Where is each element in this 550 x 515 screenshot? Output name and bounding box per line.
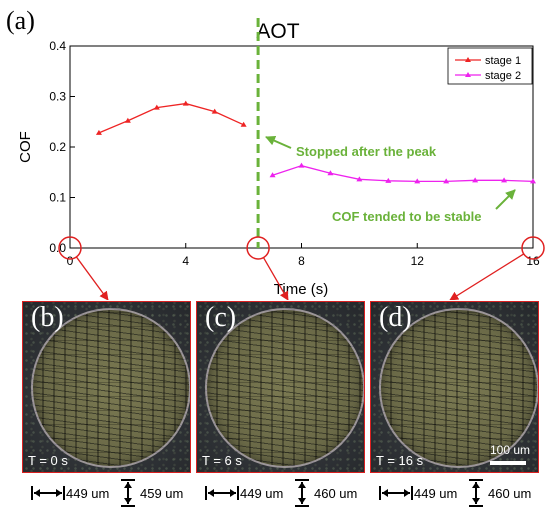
y-axis: 0.0 0.1 0.2 0.3 0.4 [49,39,75,255]
data-point-stage2 [501,177,508,183]
wear-scar-b [31,308,190,468]
data-point-stage2 [530,178,536,184]
chart-title: AOT [256,20,299,43]
annotation-stopped-arrow [265,136,292,149]
width-value-d: 449 um [414,486,458,501]
panel-c-time: T = 6 s [202,453,242,468]
panel-b-label: (b) [31,302,64,333]
data-point-stage1 [240,121,247,127]
micrograph-panel-b: (b) T = 0 s [22,301,191,473]
wear-scar-c [205,308,364,468]
scale-bar [490,461,526,465]
panel-d-time: T = 16 s [376,453,424,468]
x-tick-label: 16 [526,254,540,268]
data-point-stage1 [211,108,218,114]
legend-label-stage2: stage 2 [485,70,521,82]
micrograph-panel-d: (d) T = 16 s 100 um [370,301,539,473]
x-tick-label: 4 [182,254,189,268]
data-point-stage1 [95,129,102,135]
height-value-d: 460 um [488,486,532,501]
width-arrow-icon [31,486,65,500]
data-point-stage2 [356,176,363,182]
y-tick-label: 0.3 [49,90,66,104]
width-arrow-icon [205,486,239,500]
y-axis-label: COF [17,131,34,163]
wear-scar-d [379,308,538,468]
measurements-d: 449 um 460 um [378,478,547,508]
legend-marker-stage2 [465,72,471,77]
height-arrow-icon [469,479,483,507]
data-point-stage2 [472,177,479,183]
x-tick-label: 0 [67,254,74,268]
panel-a-label: (a) [6,6,35,35]
panel-c-label: (c) [205,302,237,333]
data-point-stage2 [269,172,276,178]
width-arrow-icon [379,486,413,500]
series-line-stage2 [272,165,534,182]
width-value-b: 449 um [66,486,110,501]
y-tick-label: 0.0 [49,241,66,255]
highlight-arrow [75,256,109,300]
x-axis: 0 4 8 12 16 [67,243,540,268]
highlight-circle [521,236,545,260]
series-group [95,100,536,184]
data-point-stage2 [414,178,421,184]
series-line-stage1 [98,102,244,134]
highlight-arrow [262,257,289,300]
y-tick-label: 0.2 [49,140,66,154]
highlight-circle [58,236,82,260]
panel-d-label: (d) [379,302,412,333]
measurements-b: 449 um 459 um [30,478,199,508]
annotation-stable: COF tended to be stable [332,209,482,224]
measurements-c: 449 um 460 um [204,478,373,508]
height-value-c: 460 um [314,486,358,501]
width-value-c: 449 um [240,486,284,501]
height-arrow-icon [295,479,309,507]
x-tick-label: 8 [298,254,305,268]
y-tick-label: 0.1 [49,191,66,205]
highlight-markers [58,236,545,300]
data-point-stage1 [124,117,131,123]
x-tick-label: 12 [411,254,425,268]
annotation-stable-arrow [495,189,516,210]
data-point-stage1 [153,104,160,110]
highlight-circle [246,236,270,260]
panel-b-time: T = 0 s [28,453,68,468]
data-point-stage2 [385,177,392,183]
legend: stage 1 stage 2 [447,47,533,85]
data-point-stage2 [327,170,334,176]
highlight-arrow [449,253,525,300]
annotation-stopped: Stopped after the peak [296,144,437,159]
data-point-stage2 [443,178,450,184]
chart-svg: (a) AOT 0.00.10.20.30.4 0 4 8 12 16 COF Time… [6,6,545,300]
micrograph-panel-c: (c) T = 6 s [196,301,365,473]
data-point-stage2 [298,162,305,168]
height-value-b: 459 um [140,486,184,501]
legend-label-stage1: stage 1 [485,55,521,67]
scale-bar-label: 100 um [489,443,530,457]
height-arrow-icon [121,479,135,507]
data-point-stage1 [182,100,189,106]
y-tick-label: 0.4 [49,39,66,53]
legend-marker-stage1 [465,57,471,62]
